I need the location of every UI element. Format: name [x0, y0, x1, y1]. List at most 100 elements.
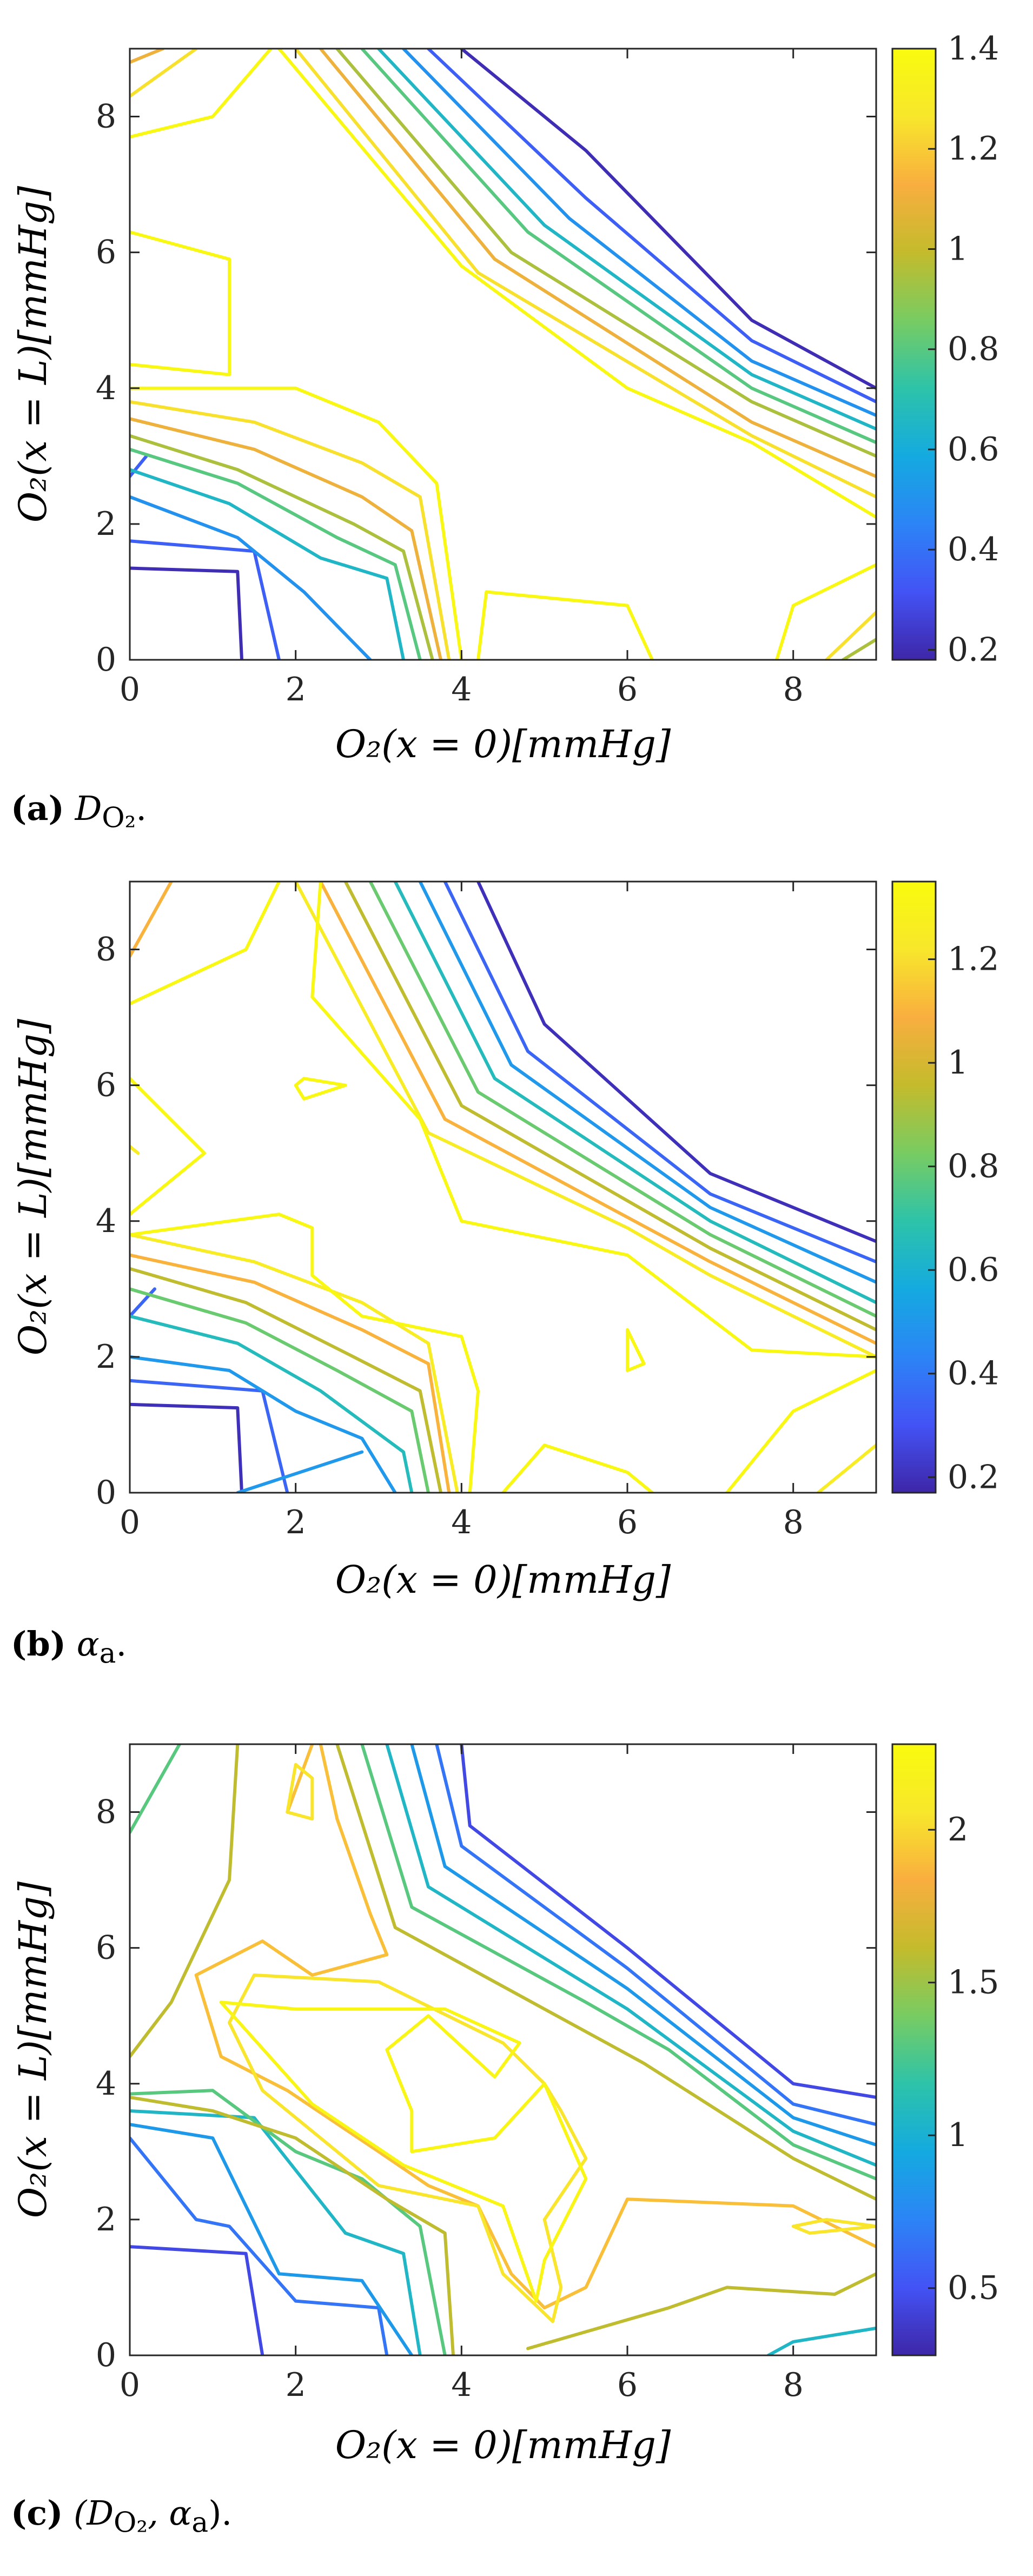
contour-line [310, 882, 876, 1359]
x-tick-label: 8 [783, 1504, 804, 1541]
contour-line [130, 1077, 206, 1216]
x-tick-label: 0 [120, 671, 140, 708]
caption-a-symbol: D [75, 789, 102, 828]
contour-line [791, 2217, 876, 2235]
contour-line [277, 49, 876, 519]
x-tick-label: 8 [783, 2366, 804, 2404]
colorbar [892, 1744, 936, 2355]
y-tick-label: 0 [96, 1474, 116, 1512]
x-tick-label: 2 [286, 2366, 306, 2404]
caption-panel-a: (a) DO₂. [11, 789, 147, 834]
colorbar-tick-label: 1 [948, 230, 968, 268]
contour-line [460, 49, 876, 390]
y-tick-label: 8 [96, 931, 116, 969]
colorbar-frame [891, 1743, 937, 2356]
plot-area [130, 882, 876, 1493]
x-tick-label: 6 [617, 671, 638, 708]
contour-line [816, 1443, 876, 1493]
contour-line [319, 882, 876, 1345]
caption-c-mid: , α [148, 2493, 192, 2533]
contour-line [130, 2136, 389, 2355]
x-tick-label: 2 [286, 671, 306, 708]
y-tick-label: 2 [96, 2201, 116, 2239]
contour-line [194, 1744, 876, 2310]
contour-line [368, 882, 876, 1318]
contour-line [219, 2001, 588, 2303]
contour-line [130, 1402, 243, 1493]
x-tick-label: 4 [451, 2366, 472, 2404]
plot-area [130, 49, 876, 660]
caption-a-label: (a) [11, 789, 64, 828]
colorbar-tick-label: 1 [948, 2116, 968, 2154]
contour-line [236, 1450, 364, 1493]
colorbar-tick-label: 1.2 [948, 130, 999, 168]
x-tick-label: 6 [617, 2366, 638, 2404]
caption-b-end: . [116, 1624, 127, 1664]
colorbar-frame [891, 880, 937, 1494]
contour-line [130, 230, 231, 376]
chart-panel: 0 2 4 6 8 0 2 4 6 8 O₂(x = 0)[mmHg] O₂(x = L)[mmHg]… [11, 880, 999, 1602]
colorbar-tick-label: 0.2 [948, 631, 999, 668]
caption-b-label: (b) [11, 1624, 67, 1664]
colorbar-tick-label: 1.5 [948, 1964, 999, 2002]
contour-line [294, 882, 876, 1359]
caption-a-subscript: O₂ [102, 802, 136, 835]
y-tick-label: 8 [96, 98, 116, 136]
y-tick-label: 6 [96, 234, 116, 271]
x-tick-label: 0 [120, 2366, 140, 2404]
caption-b-symbol: α [76, 1624, 100, 1664]
colorbar [892, 49, 936, 660]
y-tick-label: 6 [96, 1929, 116, 1967]
contour-line [626, 1328, 646, 1372]
colorbar-tick-label: 0.8 [948, 330, 999, 368]
contour-line [286, 1744, 314, 1814]
contour-line [385, 1744, 876, 2167]
y-tick-label: 4 [96, 369, 116, 407]
y-tick-label: 6 [96, 1067, 116, 1104]
x-tick-label: 4 [451, 1504, 472, 1541]
colorbar [892, 882, 936, 1493]
contour-line [294, 49, 876, 499]
contour-line [418, 882, 876, 1284]
contour-line [476, 882, 876, 1243]
colorbar-tick-label: 2 [948, 1811, 968, 1849]
contour-line [130, 2089, 447, 2355]
contour-line [130, 566, 243, 660]
x-tick-label: 6 [617, 1504, 638, 1541]
contour-line [130, 1267, 442, 1493]
colorbar-tick-label: 0.2 [948, 1458, 999, 1496]
contour-line [130, 400, 451, 660]
y-axis-label: O₂(x = L)[mmHg] [11, 186, 55, 522]
y-axis-label: O₂(x = L)[mmHg] [11, 1881, 55, 2218]
contour-line [841, 638, 876, 660]
x-tick-label: 8 [783, 671, 804, 708]
y-tick-label: 2 [96, 1338, 116, 1376]
contour-line [526, 2272, 876, 2350]
contour-lines [130, 1744, 876, 2355]
contour-line [130, 1287, 430, 1493]
colorbar-tick-label: 0.4 [948, 531, 999, 568]
colorbar-tick-label: 1.2 [948, 941, 999, 978]
colorbar-tick-label: 0.6 [948, 431, 999, 468]
contour-line [427, 49, 876, 403]
contour-line [393, 882, 876, 1304]
contour-line [130, 417, 442, 660]
axes-box [129, 880, 877, 1494]
contour-line [130, 386, 463, 660]
contour-line [476, 590, 654, 660]
y-tick-label: 8 [96, 1793, 116, 1831]
caption-panel-c: (c) (DO₂, αa). [11, 2493, 232, 2539]
contour-line [130, 49, 273, 139]
contour-line [501, 1443, 654, 1493]
y-tick-label: 0 [96, 641, 116, 679]
x-tick-label: 4 [451, 671, 472, 708]
y-tick-label: 2 [96, 505, 116, 543]
x-axis-label: O₂(x = 0)[mmHg] [335, 1558, 671, 1602]
contour-line [360, 49, 876, 445]
contour-line [775, 563, 876, 660]
caption-c-symbol: (D [74, 2493, 114, 2533]
caption-c-label: (c) [11, 2493, 63, 2533]
caption-c-subscript: O₂ [114, 2506, 148, 2539]
contour-line [410, 1744, 876, 2147]
